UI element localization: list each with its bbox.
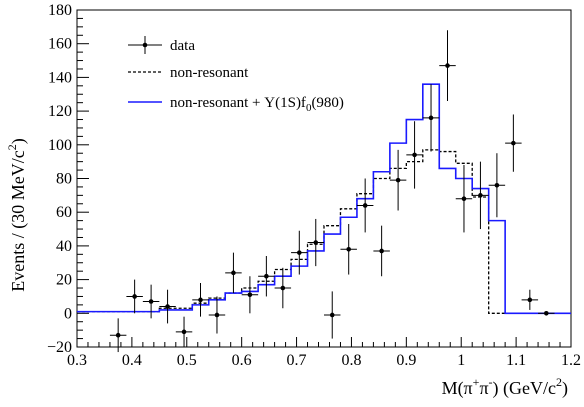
data-point (521, 289, 539, 310)
x-tick-label: 0.6 (232, 352, 252, 369)
y-tick-label: 180 (48, 2, 72, 19)
data-point-marker (280, 285, 286, 291)
legend-entry-non-resonant: non-resonant (128, 65, 249, 81)
x-tick-label: 0.8 (341, 352, 361, 369)
x-tick-label: 1 (457, 352, 465, 369)
y-tick-label: 60 (56, 204, 72, 221)
data-point (538, 311, 555, 316)
data-point (472, 161, 489, 230)
data-point-marker (527, 297, 533, 303)
data-points (109, 30, 555, 353)
data-point (142, 284, 160, 319)
y-tick-label: 120 (48, 103, 72, 120)
data-point (488, 153, 506, 218)
data-point-marker (428, 115, 434, 121)
legend-entry-total-fit: non-resonant + Υ(1S)f0(980) (128, 95, 344, 114)
data-point (505, 114, 522, 172)
data-point-marker (264, 273, 269, 279)
data-point (406, 121, 423, 189)
data-point-marker (379, 248, 384, 254)
data-point (356, 178, 374, 233)
data-point (175, 316, 193, 347)
data-point (373, 225, 390, 277)
data-point (208, 296, 226, 334)
y-tick-label: 40 (56, 238, 72, 255)
legend-data-label: data (170, 38, 195, 54)
x-tick-label: 0.3 (67, 352, 87, 369)
data-point-marker (362, 203, 368, 208)
legend-total-fit-label-main: non-resonant + Υ(1S)f (170, 95, 306, 111)
data-point-marker (395, 177, 401, 183)
legend-total-fit-label: non-resonant + Υ(1S)f0(980) (170, 95, 344, 114)
y-tick-label: −20 (47, 339, 72, 356)
data-point (439, 30, 456, 101)
data-point-marker (148, 299, 154, 304)
data-point-marker (544, 311, 549, 316)
x-tick-label: 0.7 (287, 352, 307, 369)
legend: data non-resonant non-resonant + Υ(1S)f0(9… (128, 36, 344, 114)
data-point-marker (329, 312, 335, 318)
legend-entry-data: data (128, 36, 195, 54)
data-point (307, 218, 324, 267)
legend-non-resonant-label: non-resonant (170, 65, 249, 81)
data-point (109, 318, 127, 353)
data-point (291, 230, 308, 275)
data-point (455, 165, 473, 233)
data-point-marker (198, 297, 203, 303)
data-point (192, 282, 209, 317)
data-point (389, 149, 407, 211)
x-tick-label: 1.1 (506, 352, 526, 369)
data-point-marker (247, 292, 253, 298)
x-tick-label: 0.9 (396, 352, 416, 369)
data-point-marker (214, 312, 220, 318)
x-axis-title: M(π+π-) (GeV/c2) (442, 375, 568, 399)
y-axis-title: Events / (30 MeV/c2) (5, 138, 29, 291)
data-point (274, 267, 292, 309)
y-tick-label: 0 (64, 305, 72, 322)
data-point (225, 252, 242, 294)
data-point-marker (165, 304, 170, 309)
data-point-marker (412, 152, 417, 158)
x-tick-label: 1.2 (561, 352, 581, 369)
data-point (241, 276, 259, 314)
x-tick-label: 0.4 (122, 352, 142, 369)
data-point-marker (181, 329, 187, 335)
y-tick-label: 160 (48, 36, 72, 53)
data-point-marker (346, 246, 352, 252)
legend-data-marker (142, 42, 148, 48)
data-point-marker (313, 240, 319, 245)
data-point (324, 291, 341, 339)
data-point-marker (478, 193, 483, 198)
legend-total-fit-label-sub: 0 (306, 102, 312, 114)
fit-curves (77, 83, 571, 315)
data-point-marker (445, 63, 450, 68)
axes: 0.3 0.4 0.5 0.6 0.7 0.8 0.9 1 1.1 1.2 −20 0 20 40 60 80… (47, 2, 581, 369)
data-point-marker (132, 294, 137, 299)
data-point (159, 289, 176, 324)
data-point-marker (494, 182, 500, 188)
y-tick-label: 80 (56, 171, 72, 188)
y-tick-label: 140 (48, 69, 72, 86)
x-tick-label: 0.5 (177, 352, 197, 369)
data-point-marker (511, 140, 516, 146)
data-point-marker (297, 250, 302, 255)
total-fit-histogram (77, 83, 571, 315)
data-point (340, 223, 357, 275)
y-tick-label: 20 (56, 272, 72, 289)
data-point-marker (231, 270, 236, 276)
data-point (126, 279, 143, 314)
legend-total-fit-label-tail: (980) (311, 95, 344, 111)
data-point (258, 256, 275, 297)
y-tick-label: 100 (48, 137, 72, 154)
data-point (422, 84, 440, 152)
data-point-marker (115, 332, 121, 338)
data-point-marker (461, 196, 467, 202)
